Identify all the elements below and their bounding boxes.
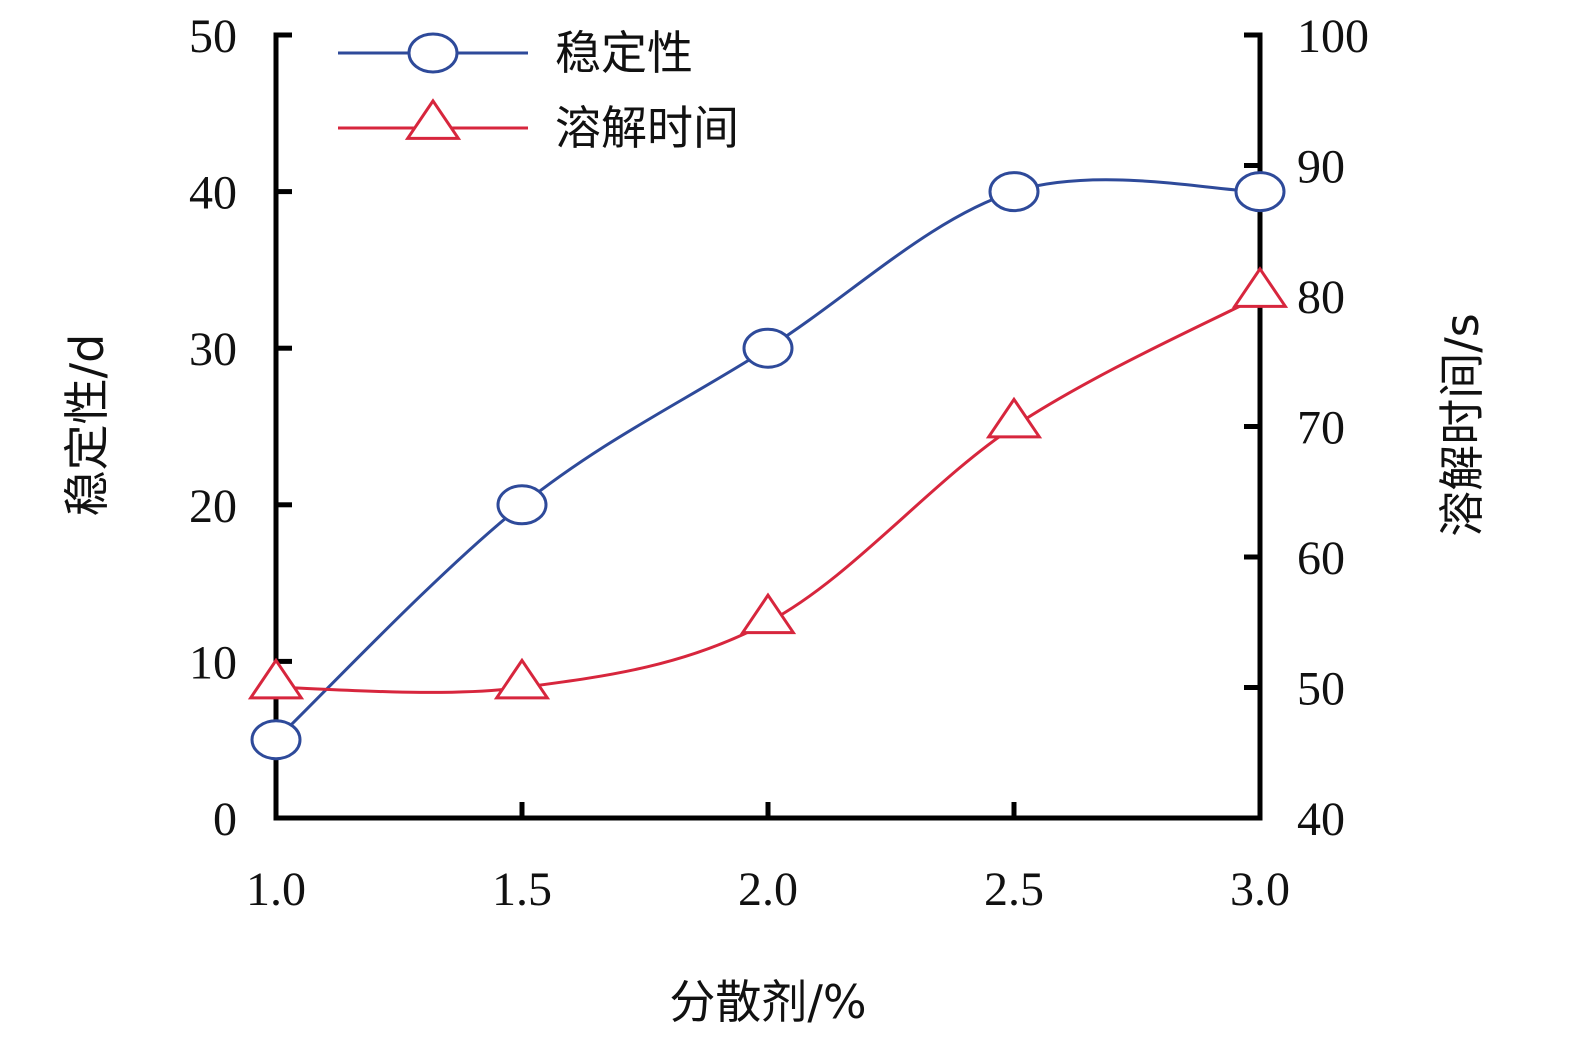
y-right-tick-label: 100: [1297, 10, 1369, 63]
series-point-triangle: [985, 396, 1043, 439]
legend-marker-triangle: [404, 98, 462, 140]
y-left-tick-label: 40: [189, 167, 237, 220]
legend-marker-circle: [407, 32, 459, 74]
series-point-circle: [988, 171, 1040, 213]
x-tick-label: 1.5: [492, 863, 552, 916]
y-left-axis-title: 稳定性/d: [60, 334, 114, 517]
y-left-tick-label: 20: [189, 480, 237, 533]
y-left-tick-label: 30: [189, 323, 237, 376]
series-point-circle: [742, 327, 794, 369]
y-right-tick-label: 50: [1297, 663, 1345, 716]
axes: [273, 32, 1263, 821]
x-axis-title: 分散剂/%: [669, 975, 866, 1029]
y-right-tick-label: 60: [1297, 532, 1345, 585]
y-right-tick-label: 90: [1297, 141, 1345, 194]
x-tick-label: 2.0: [738, 863, 798, 916]
y-left-tick-label: 0: [213, 793, 237, 846]
series-point-circle: [496, 484, 548, 526]
x-tick-label: 1.0: [246, 863, 306, 916]
y-right-tick-label: 70: [1297, 402, 1345, 455]
ticks: 1.0 1.5 2.0 2.5 3.0 0 10 20 30 40 50 40 50 60 70 80 90 10…: [189, 10, 1369, 916]
x-tick-label: 3.0: [1230, 863, 1290, 916]
series-line-1: [274, 178, 1261, 741]
series-point-triangle: [739, 592, 797, 635]
legend-label-2: 溶解时间: [555, 101, 739, 155]
series-point-triangle: [247, 657, 305, 700]
y-left-tick-label: 50: [189, 10, 237, 63]
legend-label-1: 稳定性: [555, 26, 693, 80]
y-right-tick-label: 40: [1297, 793, 1345, 846]
series-point-triangle: [1231, 266, 1289, 308]
y-right-axis-title: 溶解时间/s: [1435, 313, 1489, 536]
y-left-tick-label: 10: [189, 636, 237, 689]
series-point-triangle: [493, 657, 551, 700]
series-point-circle: [250, 719, 302, 761]
x-tick-label: 2.5: [984, 863, 1044, 916]
series-point-circle: [1234, 171, 1286, 213]
y-right-tick-label: 80: [1297, 271, 1345, 324]
series-layer: [247, 171, 1289, 761]
